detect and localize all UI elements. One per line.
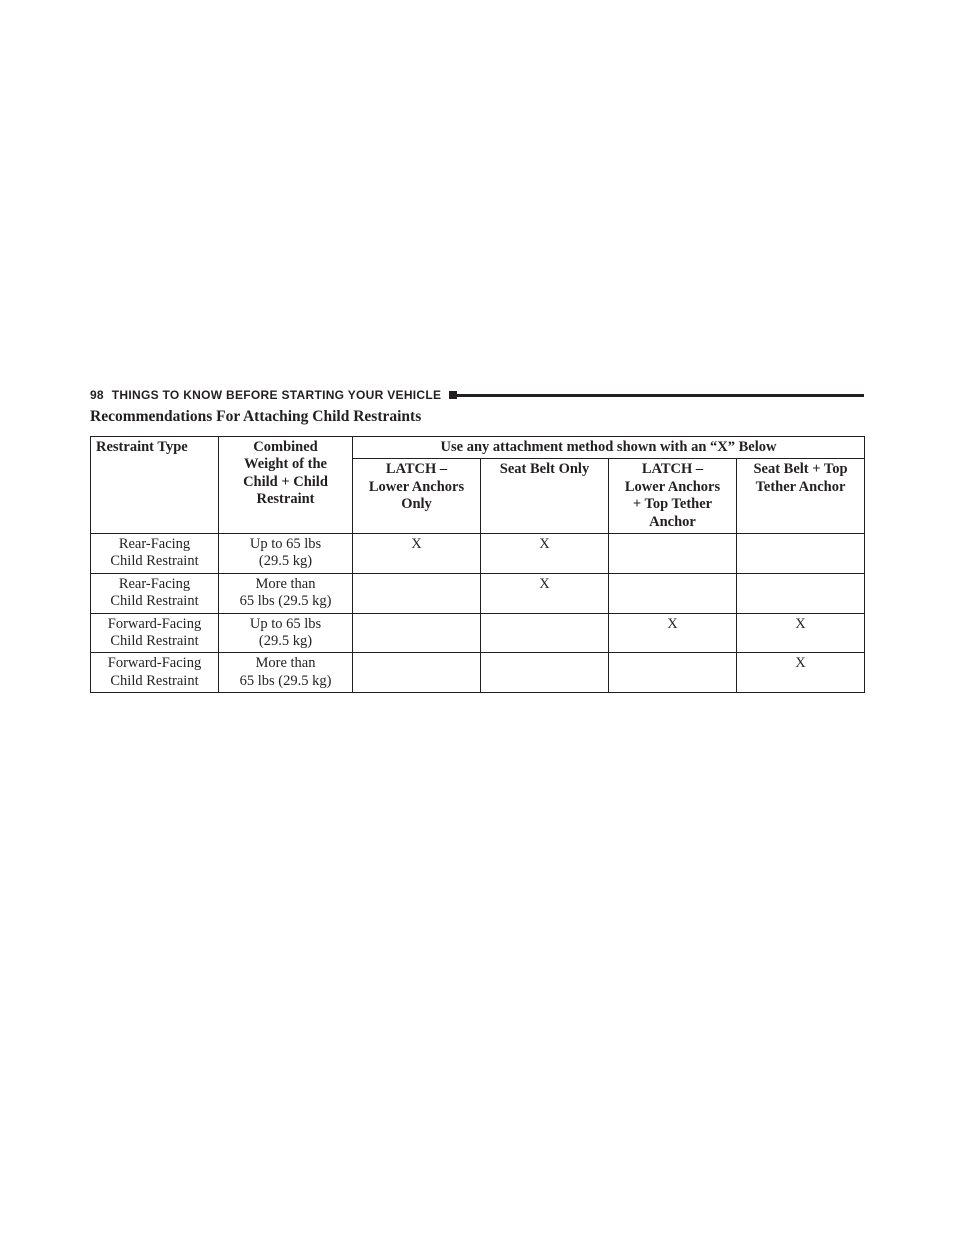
header-text: LATCH – — [359, 461, 474, 478]
col-header-seat-belt-only: Seat Belt Only — [481, 459, 609, 534]
table-row: Forward-Facing Child Restraint Up to 65 … — [91, 613, 865, 653]
header-text: Restraint Type — [96, 439, 212, 456]
cell-seat-belt-tether: X — [737, 613, 865, 653]
header-text: Seat Belt Only — [487, 461, 602, 478]
header-text: Tether Anchor — [743, 479, 858, 496]
header-text: LATCH – — [615, 461, 730, 478]
col-header-spanner: Use any attachment method shown with an … — [353, 437, 865, 459]
cell-text: More than — [225, 576, 346, 593]
cell-text: Rear-Facing — [97, 576, 212, 593]
cell-text: Child Restraint — [97, 553, 212, 570]
col-header-combined-weight: Combined Weight of the Child + Child Res… — [219, 437, 353, 534]
cell-text: Child Restraint — [97, 633, 212, 650]
header-text: Combined — [225, 439, 346, 456]
header-text: Only — [359, 496, 474, 513]
cell-seat-belt-tether: X — [737, 653, 865, 693]
col-header-latch-lower-tether: LATCH – Lower Anchors + Top Tether Ancho… — [609, 459, 737, 534]
cell-seat-belt-tether — [737, 573, 865, 613]
header-text: Lower Anchors — [615, 479, 730, 496]
cell-latch-lower-only — [353, 653, 481, 693]
cell-seat-belt-tether — [737, 533, 865, 573]
cell-text: More than — [225, 655, 346, 672]
cell-seat-belt-only — [481, 653, 609, 693]
table-row: Rear-Facing Child Restraint More than 65… — [91, 573, 865, 613]
header-text: + Top Tether — [615, 496, 730, 513]
cell-text: 65 lbs (29.5 kg) — [225, 673, 346, 690]
page-number: 98 — [90, 388, 104, 402]
header-text: Anchor — [615, 514, 730, 531]
section-title: THINGS TO KNOW BEFORE STARTING YOUR VEHI… — [112, 388, 442, 402]
cell-latch-lower-only — [353, 573, 481, 613]
header-rule — [457, 394, 864, 397]
table-row: Rear-Facing Child Restraint Up to 65 lbs… — [91, 533, 865, 573]
cell-restraint-type: Rear-Facing Child Restraint — [91, 533, 219, 573]
header-text: Seat Belt + Top — [743, 461, 858, 478]
cell-restraint-type: Forward-Facing Child Restraint — [91, 653, 219, 693]
col-header-latch-lower-only: LATCH – Lower Anchors Only — [353, 459, 481, 534]
page: 98 THINGS TO KNOW BEFORE STARTING YOUR V… — [0, 0, 954, 1235]
cell-text: Child Restraint — [97, 673, 212, 690]
cell-weight: More than 65 lbs (29.5 kg) — [219, 573, 353, 613]
cell-latch-lower-tether: X — [609, 613, 737, 653]
cell-restraint-type: Forward-Facing Child Restraint — [91, 613, 219, 653]
cell-text: Up to 65 lbs — [225, 616, 346, 633]
subheading: Recommendations For Attaching Child Rest… — [90, 408, 864, 426]
cell-latch-lower-only — [353, 613, 481, 653]
header-text: Restraint — [225, 491, 346, 508]
header-text: Use any attachment method shown with an … — [441, 439, 777, 455]
cell-text: Rear-Facing — [97, 536, 212, 553]
rule-marker-icon — [449, 391, 457, 399]
cell-weight: Up to 65 lbs (29.5 kg) — [219, 533, 353, 573]
table-row: Forward-Facing Child Restraint More than… — [91, 653, 865, 693]
table-header-row-1: Restraint Type Combined Weight of the Ch… — [91, 437, 865, 459]
header-text: Child + Child — [225, 474, 346, 491]
col-header-seat-belt-tether: Seat Belt + Top Tether Anchor — [737, 459, 865, 534]
cell-latch-lower-tether — [609, 573, 737, 613]
table-body: Rear-Facing Child Restraint Up to 65 lbs… — [91, 533, 865, 692]
child-restraint-table: Restraint Type Combined Weight of the Ch… — [90, 436, 865, 693]
cell-seat-belt-only: X — [481, 533, 609, 573]
cell-text: 65 lbs (29.5 kg) — [225, 593, 346, 610]
header-text: Lower Anchors — [359, 479, 474, 496]
cell-text: (29.5 kg) — [225, 553, 346, 570]
cell-text: Child Restraint — [97, 593, 212, 610]
col-header-restraint-type: Restraint Type — [91, 437, 219, 534]
cell-latch-lower-tether — [609, 533, 737, 573]
cell-weight: Up to 65 lbs (29.5 kg) — [219, 613, 353, 653]
cell-latch-lower-tether — [609, 653, 737, 693]
cell-latch-lower-only: X — [353, 533, 481, 573]
cell-seat-belt-only — [481, 613, 609, 653]
cell-text: Forward-Facing — [97, 616, 212, 633]
header-text: Weight of the — [225, 456, 346, 473]
cell-restraint-type: Rear-Facing Child Restraint — [91, 573, 219, 613]
table-head: Restraint Type Combined Weight of the Ch… — [91, 437, 865, 534]
content-area: 98 THINGS TO KNOW BEFORE STARTING YOUR V… — [90, 388, 864, 693]
cell-seat-belt-only: X — [481, 573, 609, 613]
running-head: 98 THINGS TO KNOW BEFORE STARTING YOUR V… — [90, 388, 864, 402]
cell-weight: More than 65 lbs (29.5 kg) — [219, 653, 353, 693]
cell-text: Up to 65 lbs — [225, 536, 346, 553]
cell-text: (29.5 kg) — [225, 633, 346, 650]
cell-text: Forward-Facing — [97, 655, 212, 672]
